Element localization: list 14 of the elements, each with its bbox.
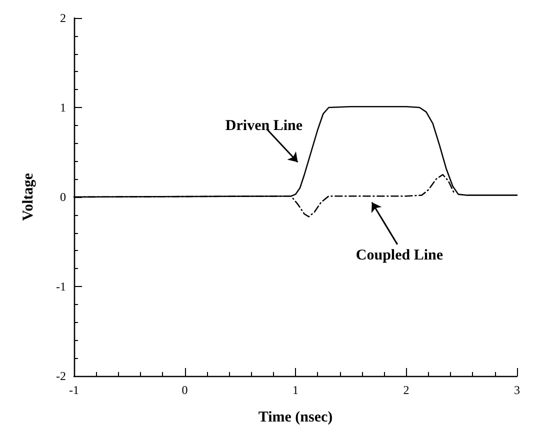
annotation: Driven Line bbox=[225, 118, 303, 134]
annotation: Coupled Line bbox=[356, 247, 444, 264]
y-tick-label: 0 bbox=[60, 190, 66, 204]
y-axis-title: Voltage bbox=[20, 172, 36, 221]
y-tick-label: -2 bbox=[56, 369, 66, 383]
x-tick-label: -1 bbox=[69, 383, 79, 397]
x-axis-title: Time (nsec) bbox=[258, 410, 333, 426]
y-tick-label: -1 bbox=[56, 280, 66, 294]
y-tick-label: 1 bbox=[60, 100, 66, 114]
x-tick-label: 1 bbox=[292, 383, 298, 397]
x-tick-label: 2 bbox=[403, 383, 410, 397]
y-tick-label: 2 bbox=[60, 11, 66, 25]
x-tick-label: 0 bbox=[182, 383, 188, 397]
x-tick-label: 3 bbox=[514, 383, 520, 397]
